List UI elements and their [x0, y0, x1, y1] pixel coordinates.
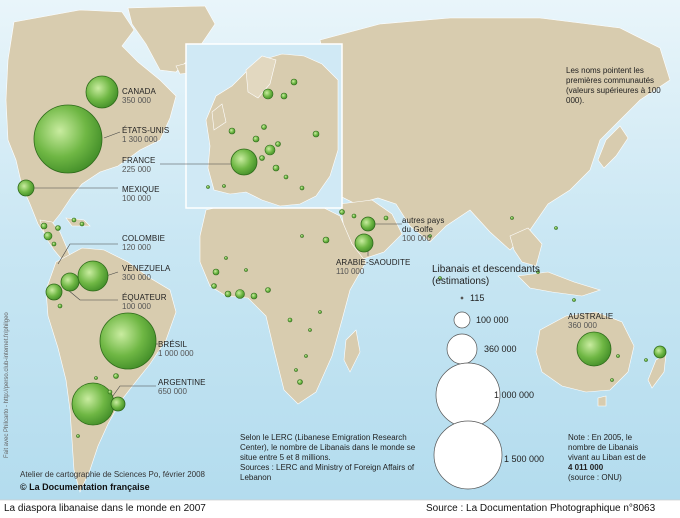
legend-item-1000000: 1 000 000: [494, 390, 535, 400]
label-arabie: ARABIE-SAOUDITE 110 000: [336, 258, 410, 276]
madagascar: [343, 329, 361, 373]
label-france-value: 225 000: [122, 165, 151, 174]
bubble-argentine-2: [110, 396, 126, 412]
label-mexique-value: 100 000: [122, 194, 151, 203]
label-canada: CANADA 350 000: [122, 87, 156, 105]
label-golfe-value: 100 000: [402, 234, 431, 243]
bubble-bresil: [99, 312, 157, 370]
bubble-golfe: [360, 216, 376, 232]
label-venezuela-value: 300 000: [122, 273, 151, 282]
label-usa: ÉTATS-UNIS 1 300 000: [122, 126, 169, 144]
bubble-mexique: [17, 179, 35, 197]
liban-note-prefix: Note : En 2005, le nombre de Libanais vi…: [568, 433, 646, 462]
label-colombie-name: COLOMBIE: [122, 234, 166, 243]
label-argentine: ARGENTINE 650 000: [158, 378, 206, 396]
legend-item-100000: 100 000: [476, 315, 509, 325]
label-argentine-value: 650 000: [158, 387, 187, 396]
label-equateur: ÉQUATEUR 100 000: [122, 293, 167, 311]
liban-note-suffix: (source : ONU): [568, 473, 622, 482]
footer-source: Source : La Documentation Photographique…: [426, 503, 656, 514]
liban-note-value: 4 011 000: [568, 463, 604, 472]
intro-note: Les noms pointent les premières communau…: [566, 66, 661, 105]
label-bresil: BRÉSIL 1 000 000: [158, 340, 194, 358]
atelier-credit: Atelier de cartographie de Sciences Po, …: [20, 470, 205, 479]
footer-band: [0, 500, 680, 518]
side-credit: Fait avec Philcarto - http://perso.club-…: [4, 312, 10, 458]
sources-text: Sources : LERC and Ministry of Foreign A…: [240, 463, 415, 482]
copyright: © La Documentation française: [20, 482, 150, 492]
label-france: FRANCE 225 000: [122, 156, 156, 174]
bubble-usa: [33, 104, 103, 174]
label-colombie-value: 120 000: [122, 243, 151, 252]
south-america: [45, 247, 177, 493]
bubble-france: [230, 148, 258, 176]
label-golfe: autres pays du Golfe 100 000: [402, 216, 450, 243]
label-venezuela: VENEZUELA 300 000: [122, 264, 170, 282]
label-canada-value: 350 000: [122, 96, 151, 105]
label-australie-value: 360 000: [568, 321, 597, 330]
community-bubbles: [17, 75, 667, 426]
liban-note: Note : En 2005, le nombre de Libanais vi…: [568, 433, 658, 483]
bubble-australie: [576, 331, 612, 367]
label-bresil-name: BRÉSIL: [158, 340, 188, 349]
bubble-arabie: [354, 233, 374, 253]
bubble-equateur: [45, 283, 63, 301]
label-mexique: MEXIQUE 100 000: [122, 185, 160, 203]
bubble-venezuela: [77, 260, 109, 292]
label-venezuela-name: VENEZUELA: [122, 264, 171, 273]
legend-item-360000: 360 000: [484, 344, 517, 354]
bubble-canada: [85, 75, 119, 109]
label-equateur-name: ÉQUATEUR: [122, 293, 167, 302]
leader-lines: [34, 131, 402, 401]
bubble-nz: [653, 345, 667, 359]
label-france-name: FRANCE: [122, 156, 156, 165]
label-australie-name: AUSTRALIE: [568, 312, 614, 321]
label-mexique-name: MEXIQUE: [122, 185, 160, 194]
label-bresil-value: 1 000 000: [158, 349, 194, 358]
legend-item-1500000: 1 500 000: [504, 454, 545, 464]
small-bubbles: [40, 78, 648, 438]
bubble-argentine: [71, 382, 115, 426]
label-australie: AUSTRALIE 360 000: [568, 312, 613, 330]
legend-circles: [433, 296, 503, 490]
label-arabie-name: ARABIE-SAOUDITE: [336, 258, 411, 267]
legend-title: Libanais et descendants (estimations): [432, 264, 540, 287]
label-golfe-name: autres pays du Golfe: [402, 216, 445, 234]
footer-title: La diaspora libanaise dans le monde en 2…: [4, 503, 206, 514]
tasmania: [597, 395, 607, 407]
indonesia: [517, 271, 601, 297]
label-colombie: COLOMBIE 120 000: [122, 234, 165, 252]
label-canada-name: CANADA: [122, 87, 156, 96]
lerc-note: Selon le LERC (Libanese Emigration Resea…: [240, 433, 424, 483]
lerc-note-text: Selon le LERC (Libanese Emigration Resea…: [240, 433, 416, 462]
japan: [597, 125, 629, 169]
legend-item-115: 115: [470, 293, 485, 303]
label-argentine-name: ARGENTINE: [158, 378, 206, 387]
label-usa-value: 1 300 000: [122, 135, 158, 144]
africa: [199, 199, 367, 405]
label-arabie-value: 110 000: [336, 267, 365, 276]
label-equateur-value: 100 000: [122, 302, 151, 311]
greenland: [127, 5, 216, 73]
label-usa-name: ÉTATS-UNIS: [122, 126, 170, 135]
indochina: [509, 227, 543, 267]
bubble-colombie: [60, 272, 80, 292]
